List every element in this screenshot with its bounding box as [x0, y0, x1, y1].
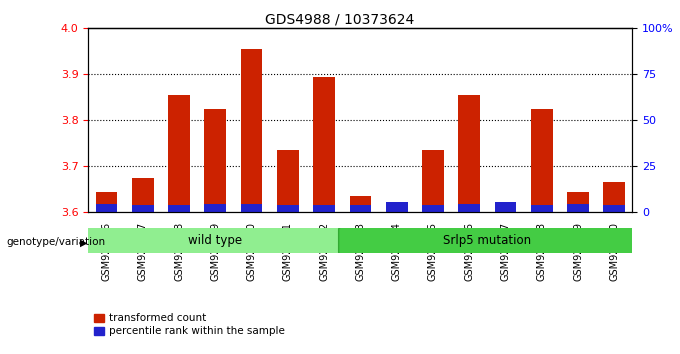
Bar: [422, 205, 444, 212]
Bar: [386, 210, 407, 212]
Bar: [205, 109, 226, 212]
Text: genotype/variation: genotype/variation: [7, 238, 106, 247]
Bar: [567, 192, 589, 212]
Bar: [458, 95, 480, 212]
Bar: [603, 205, 625, 212]
Bar: [313, 77, 335, 212]
Bar: [458, 204, 480, 212]
Bar: [241, 204, 262, 212]
Bar: [386, 202, 407, 212]
Text: ▶: ▶: [80, 238, 88, 247]
Bar: [531, 205, 553, 212]
Bar: [531, 109, 553, 212]
Bar: [205, 204, 226, 212]
Legend: transformed count, percentile rank within the sample: transformed count, percentile rank withi…: [94, 313, 285, 336]
Bar: [277, 150, 299, 212]
Bar: [96, 204, 118, 212]
Bar: [277, 205, 299, 212]
Bar: [567, 204, 589, 212]
FancyBboxPatch shape: [85, 227, 346, 254]
FancyBboxPatch shape: [339, 227, 636, 254]
Bar: [168, 205, 190, 212]
Text: wild type: wild type: [188, 234, 242, 247]
Bar: [132, 205, 154, 212]
Bar: [603, 183, 625, 212]
Text: Srlp5 mutation: Srlp5 mutation: [443, 234, 531, 247]
Bar: [313, 205, 335, 212]
Text: GDS4988 / 10373624: GDS4988 / 10373624: [265, 12, 415, 27]
Bar: [350, 196, 371, 212]
Bar: [494, 202, 516, 212]
Bar: [350, 205, 371, 212]
Bar: [96, 192, 118, 212]
Bar: [422, 150, 444, 212]
Bar: [132, 178, 154, 212]
Bar: [168, 95, 190, 212]
Bar: [241, 49, 262, 212]
